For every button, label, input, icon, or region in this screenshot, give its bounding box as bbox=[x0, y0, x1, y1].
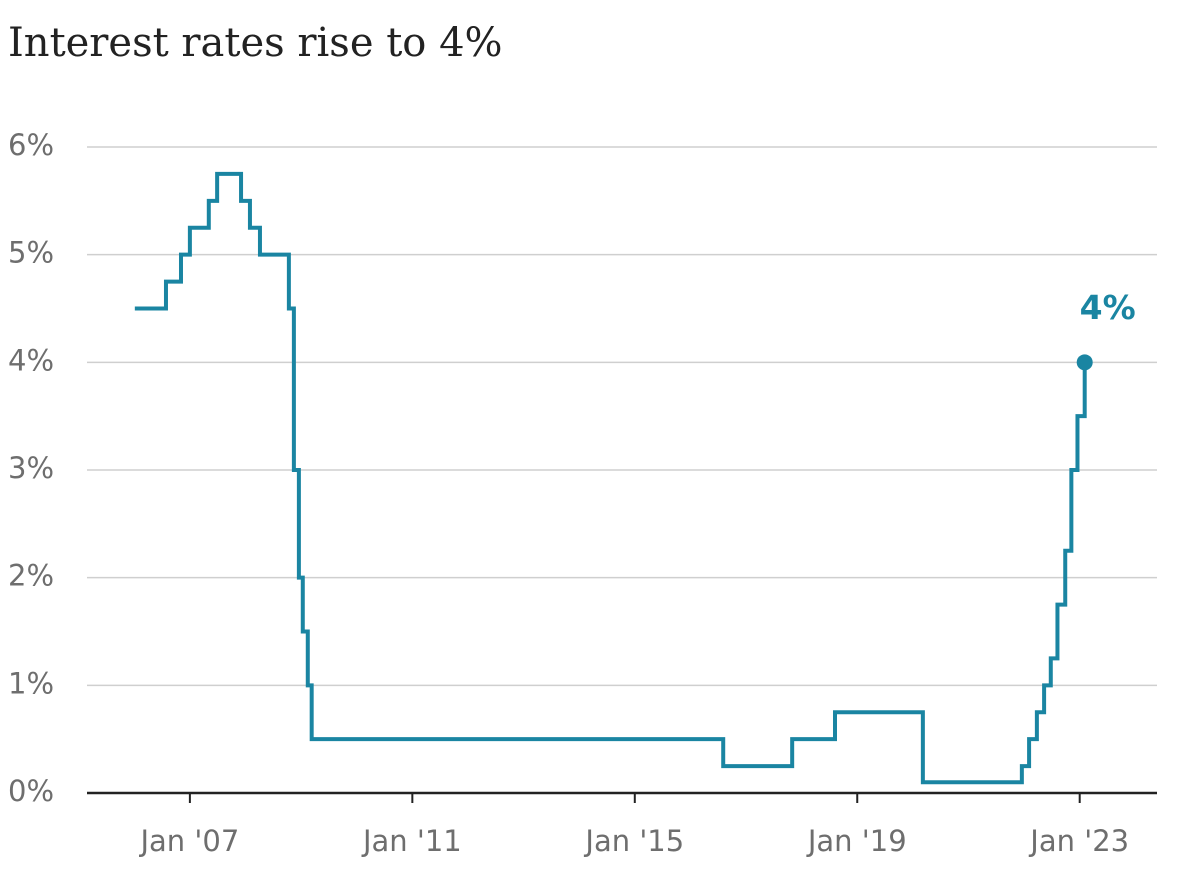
end-point bbox=[1076, 354, 1093, 371]
chart-title: Interest rates rise to 4% bbox=[8, 20, 503, 66]
x-tick-label: Jan '19 bbox=[806, 824, 907, 858]
x-tick-label: Jan '15 bbox=[583, 824, 684, 858]
x-tick-label: Jan '11 bbox=[361, 824, 462, 858]
x-tick-label: Jan '23 bbox=[1028, 824, 1129, 858]
y-tick-label: 0% bbox=[8, 774, 54, 808]
y-tick-label: 1% bbox=[8, 666, 54, 700]
y-tick-label: 5% bbox=[8, 236, 54, 270]
y-tick-label: 2% bbox=[8, 559, 54, 593]
y-tick-label: 6% bbox=[8, 128, 54, 162]
x-tick-label: Jan '07 bbox=[138, 824, 239, 858]
rate-line bbox=[134, 171, 1087, 785]
y-tick-label: 4% bbox=[8, 343, 54, 377]
y-tick-label: 3% bbox=[8, 451, 54, 485]
end-label: 4% bbox=[1080, 288, 1136, 327]
